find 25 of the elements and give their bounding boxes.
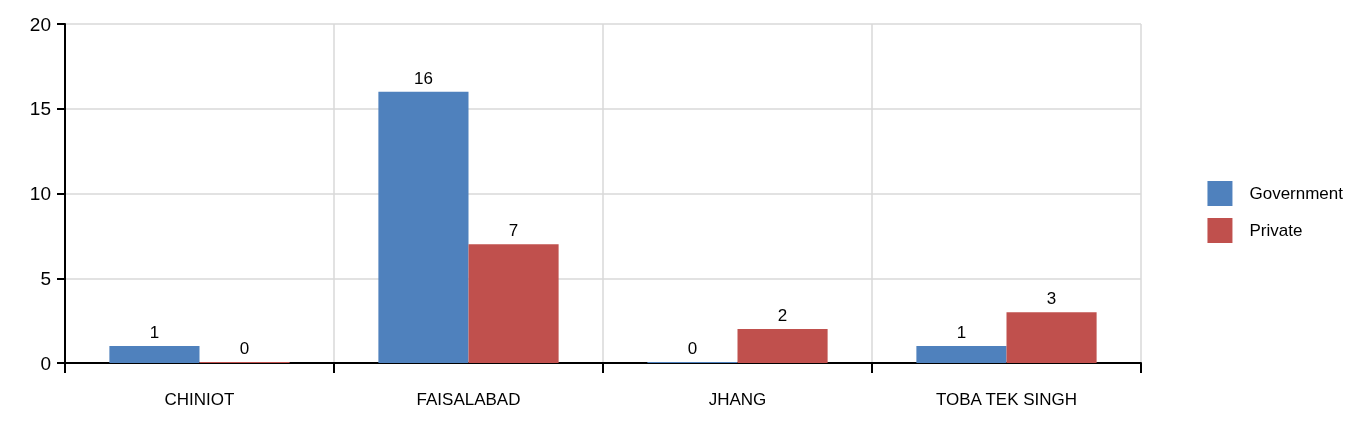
data-label: 1 — [149, 323, 160, 343]
y-tick-label: 5 — [40, 267, 51, 289]
data-label: 1 — [956, 323, 967, 343]
data-label: 0 — [239, 339, 250, 358]
bar — [378, 91, 469, 363]
y-tick-label: 20 — [29, 13, 51, 35]
x-tick-label: JHANG — [708, 390, 767, 409]
data-label: 7 — [508, 221, 519, 241]
y-tick-label: 15 — [29, 98, 51, 120]
y-tick-label: 0 — [40, 352, 51, 374]
data-label: 0 — [687, 339, 698, 358]
bar — [916, 346, 1007, 363]
y-tick-label: 10 — [29, 183, 51, 204]
bar — [468, 244, 559, 363]
x-tick-label: TOBA TEK SINGH — [935, 390, 1078, 409]
data-label: 3 — [1046, 289, 1057, 309]
legend-label: Government — [1249, 184, 1344, 203]
bar — [737, 329, 828, 363]
bar — [109, 346, 200, 363]
x-tick-label: FAISALABAD — [416, 390, 521, 409]
legend-label: Private — [1249, 221, 1303, 240]
bar — [1006, 312, 1097, 363]
x-tick-label: CHINIOT — [164, 390, 235, 409]
data-label: 16 — [413, 68, 433, 88]
data-label: 2 — [777, 306, 788, 326]
